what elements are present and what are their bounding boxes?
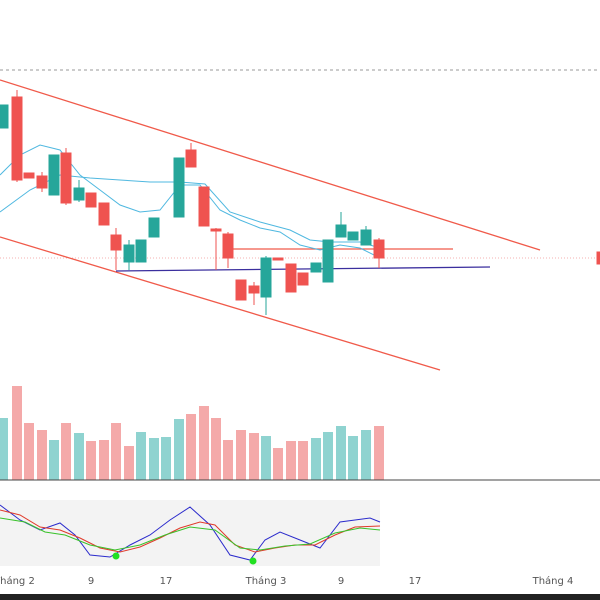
support-line [115,266,491,272]
oscillator-band [0,500,380,566]
x-axis-label: 17 [160,576,173,587]
bottom-bar [0,594,600,600]
oscillator-d [0,509,381,553]
signal-dot [249,557,257,565]
x-axis-label: Tháng 2 [0,575,35,587]
x-axis-label: Tháng 3 [245,575,287,587]
candles [0,90,600,315]
x-axis-label: Tháng 4 [532,575,574,587]
x-axis-label: 17 [409,576,422,587]
x-axis-label: 9 [338,576,344,587]
channel-lower [0,236,441,371]
channel-upper [0,79,541,251]
x-axis: Tháng 2 9 17 Tháng 3 9 17 Tháng 4 [0,575,573,587]
volume-bars [0,386,384,480]
oscillator-signal [0,517,381,551]
signal-dot [112,552,120,560]
x-axis-label: 9 [88,576,94,587]
